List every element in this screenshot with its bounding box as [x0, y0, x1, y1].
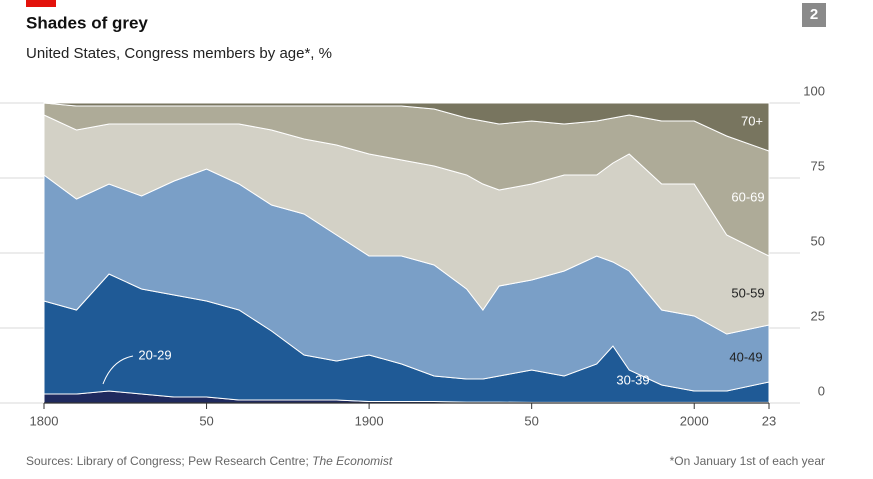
page-number: 2: [810, 6, 818, 23]
series-label: 20-29: [138, 347, 171, 362]
brand-bar: [26, 0, 56, 7]
y-tick-label: 100: [803, 83, 825, 98]
x-tick-label: 2000: [680, 413, 709, 428]
y-tick-label: 0: [818, 383, 825, 398]
source: Sources: Library of Congress; Pew Resear…: [26, 454, 393, 468]
x-tick-label: 1900: [355, 413, 384, 428]
x-tick-label: 23: [762, 413, 776, 428]
series-label: 70+: [741, 113, 763, 128]
y-tick-label: 25: [811, 308, 825, 323]
x-tick-label: 50: [524, 413, 538, 428]
y-tick-label: 50: [811, 233, 825, 248]
series-label: 30-39: [616, 372, 649, 387]
series-label: 60-69: [731, 189, 764, 204]
source-text: Sources: Library of Congress; Pew Resear…: [26, 454, 312, 468]
y-tick-label: 75: [811, 158, 825, 173]
x-tick-label: 1800: [30, 413, 59, 428]
x-tick-label: 50: [199, 413, 213, 428]
series-label: 40-49: [729, 349, 762, 364]
area: [43, 102, 770, 152]
chart-title: Shades of grey: [26, 13, 148, 32]
label-pointer: [102, 355, 134, 385]
source-publication: The Economist: [312, 454, 393, 468]
chart-subtitle: United States, Congress members by age*,…: [26, 45, 332, 62]
page-badge: [802, 3, 826, 27]
series-label: 50-59: [731, 285, 764, 300]
footnote: *On January 1st of each year: [670, 454, 825, 468]
